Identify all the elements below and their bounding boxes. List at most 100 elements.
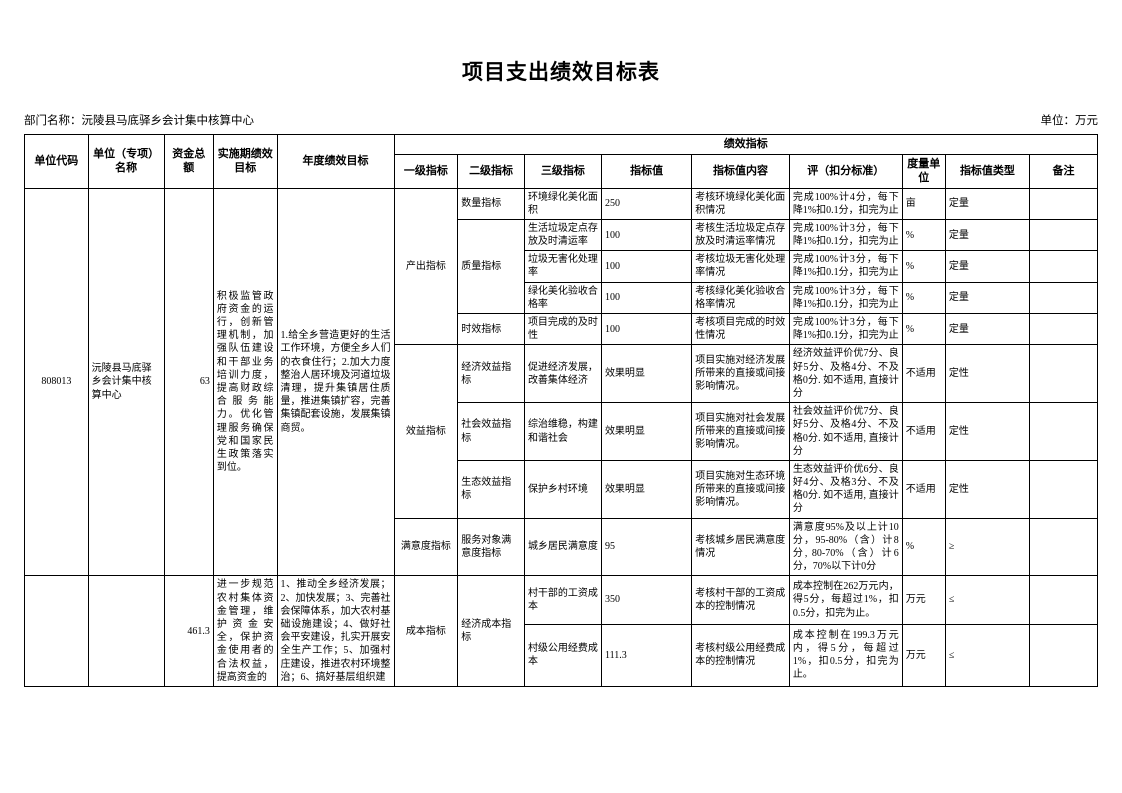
cell-remark (1029, 218, 1098, 252)
header-level1: 一级指标 (393, 153, 459, 189)
header-performance-indicators: 绩效指标 (393, 134, 1099, 155)
header-annual-goal: 年度绩效目标 (276, 134, 395, 189)
cell-level3: 绿化美化验收合格率 (523, 281, 602, 315)
cell-remark (1029, 250, 1098, 283)
cell-remark (1029, 623, 1098, 687)
page-title: 项目支出绩效目标表 (462, 60, 660, 84)
cell-measure-unit: % (901, 517, 946, 577)
cell-unit-code: 808013 (24, 187, 89, 577)
cell-indicator-value: 100 (600, 313, 693, 346)
header-indicator-value-content: 指标值内容 (691, 153, 790, 189)
cell-level3: 生活垃圾定点存放及时清运率 (523, 218, 602, 252)
cell-level2: 数量指标 (457, 187, 525, 220)
cell-measure-unit: % (901, 218, 946, 252)
table-row: 时效指标 项目完成的及时性 100 考核项目完成的时效性情况 完成100%计3分，每下降… (25, 313, 1098, 346)
cell-score-standard: 社会效益评价优7分、良好5分、及格4分、不及格0分. 如不适用, 直接计分 (788, 402, 903, 461)
cell-measure-unit: 亩 (901, 187, 946, 220)
cell-level1: 满意度指标 (393, 517, 459, 577)
cell-value-type: 定性 (944, 459, 1031, 519)
cell-measure-unit: % (901, 281, 946, 315)
cell-remark (1029, 575, 1098, 625)
cell-level2: 社会效益指标 (457, 402, 525, 461)
department-name-label: 部门名称：沅陵县马底驿乡会计集中核算中心 (24, 115, 254, 127)
cell-indicator-value: 100 (600, 218, 693, 252)
cell-score-standard: 成本控制在199.3万元内，得5分，每超过1%，扣0.5分，扣完为止。 (788, 623, 903, 687)
cell-level1: 效益指标 (393, 344, 459, 519)
cell-value-type: ≥ (944, 517, 1031, 577)
table-body: 808013 沅陵县马底驿乡会计集中核算中心 63 积极监管政府资金的运行，创新管理机… (24, 187, 1098, 687)
cell-score-standard: 满意度95%及以上计10分，95-80%（含）计8分, 80-70%（含）计6分… (788, 517, 903, 577)
cell-measure-unit: % (901, 250, 946, 283)
cell-score-standard: 生态效益评价优6分、良好4分、及格3分、不及格0分. 如不适用, 直接计分 (788, 459, 903, 519)
cell-indicator-value-content: 考核村干部的工资成本的控制情况 (691, 575, 790, 625)
cell-score-standard: 完成100%计4分，每下降1%扣0.1分，扣完为止 (788, 187, 903, 220)
cell-value-type: ≤ (944, 575, 1031, 625)
cell-annual-goal: 1、推动全乡经济发展；2、加快发展；3、完善社会保障体系，加大农村基础设施建设；… (276, 575, 395, 687)
cell-indicator-value-content: 考核生活垃圾定点存放及时清运率情况 (691, 218, 790, 252)
cell-measure-unit: 不适用 (901, 459, 946, 519)
cell-measure-unit: 不适用 (901, 344, 946, 404)
cell-value-type: 定量 (944, 218, 1031, 252)
cell-level3: 综治维稳，构建和谐社会 (523, 402, 602, 461)
cell-indicator-value: 350 (600, 575, 693, 625)
cell-score-standard: 完成100%计3分，每下降1%扣0.1分，扣完为止 (788, 218, 903, 252)
cell-indicator-value-content: 考核绿化美化验收合格率情况 (691, 281, 790, 315)
header-level2: 二级指标 (457, 153, 525, 189)
table-header: 单位代码 单位（专项）名称 资金总额 实施期绩效目标 年度绩效目标 绩效指标 一… (24, 134, 1099, 189)
cell-indicator-value: 250 (600, 187, 693, 220)
cell-value-type: 定性 (944, 344, 1031, 404)
cell-period-goal: 积极监管政府资金的运行，创新管理机制，加强队伍建设和干部业务培训力度，提高财政综… (212, 187, 278, 577)
table-row: 绿化美化验收合格率 100 考核绿化美化验收合格率情况 完成100%计3分，每下降1%… (25, 281, 1098, 315)
cell-level1: 产出指标 (393, 187, 459, 346)
header-score-standard: 评（扣分标准） (788, 153, 903, 189)
cell-level3: 项目完成的及时性 (523, 313, 602, 346)
cell-level2: 经济成本指标 (457, 575, 525, 687)
header-unit-code: 单位代码 (24, 134, 89, 189)
cell-unit-code (24, 575, 89, 687)
cell-measure-unit: 万元 (901, 575, 946, 625)
cell-remark (1029, 281, 1098, 315)
cell-value-type: ≤ (944, 623, 1031, 687)
cell-indicator-value-content: 考核城乡居民满意度情况 (691, 517, 790, 577)
table-row: 生态效益指标 保护乡村环境 效果明显 项目实施对生态环境所带来的直接或间接影响情况。生… (25, 459, 1098, 519)
cell-remark (1029, 344, 1098, 404)
table-row: 满意度指标 服务对象满意度指标 城乡居民满意度 95 考核城乡居民满意度情况 满意度95%… (25, 517, 1098, 577)
header-level3: 三级指标 (523, 153, 602, 189)
header-indicator-value: 指标值 (600, 153, 693, 189)
cell-measure-unit: 不适用 (901, 402, 946, 461)
cell-level1: 成本指标 (393, 575, 459, 687)
cell-indicator-value-content: 考核环境绿化美化面积情况 (691, 187, 790, 220)
cell-fund-total: 461.3 (163, 575, 214, 687)
cell-annual-goal: 1.给全乡营造更好的生活工作环境，方便全乡人们的衣食住行；2.加大力度整治人居环… (276, 187, 395, 577)
header-row-2: 一级指标 二级指标 三级指标 指标值 指标值内容 评（扣分标准） 度量单位 指标… (25, 153, 1098, 189)
cell-remark (1029, 459, 1098, 519)
cell-level2: 时效指标 (457, 313, 525, 346)
header-period-goal: 实施期绩效目标 (212, 134, 278, 189)
cell-period-goal: 进一步规范农村集体资金管理，维护资金安全，保护资金使用者的合法权益，提高资金的 (212, 575, 278, 687)
cell-level3: 村级公用经费成本 (523, 623, 602, 687)
cell-value-type: 定性 (944, 402, 1031, 461)
cell-remark (1029, 187, 1098, 220)
cell-indicator-value-content: 考核村级公用经费成本的控制情况 (691, 623, 790, 687)
header-unit-name: 单位（专项）名称 (87, 134, 165, 189)
cell-value-type: 定量 (944, 250, 1031, 283)
cell-indicator-value: 效果明显 (600, 402, 693, 461)
cell-unit-name: 沅陵县马底驿乡会计集中核算中心 (87, 187, 165, 577)
cell-level2: 经济效益指标 (457, 344, 525, 404)
cell-indicator-value: 效果明显 (600, 459, 693, 519)
table-row: 社会效益指标 综治维稳，构建和谐社会 效果明显 项目实施对社会发展所带来的直接或间接影… (25, 402, 1098, 461)
header-measure-unit: 度量单位 (901, 153, 946, 189)
cell-level3: 促进经济发展，改善集体经济 (523, 344, 602, 404)
cell-value-type: 定量 (944, 187, 1031, 220)
cell-value-type: 定量 (944, 281, 1031, 315)
header-fund-total: 资金总额 (163, 134, 214, 189)
cell-level2: 质量指标 (457, 218, 525, 315)
performance-goal-table: 单位代码 单位（专项）名称 资金总额 实施期绩效目标 年度绩效目标 绩效指标 一… (24, 134, 1099, 687)
cell-level3: 环境绿化美化面积 (523, 187, 602, 220)
cell-unit-name (87, 575, 165, 687)
table-row: 461.3 进一步规范农村集体资金管理，维护资金安全，保护资金使用者的合法权益，提… (24, 575, 1098, 687)
cell-level3: 城乡居民满意度 (523, 517, 602, 577)
cell-indicator-value: 100 (600, 250, 693, 283)
cell-indicator-value-content: 项目实施对社会发展所带来的直接或间接影响情况。 (691, 402, 790, 461)
